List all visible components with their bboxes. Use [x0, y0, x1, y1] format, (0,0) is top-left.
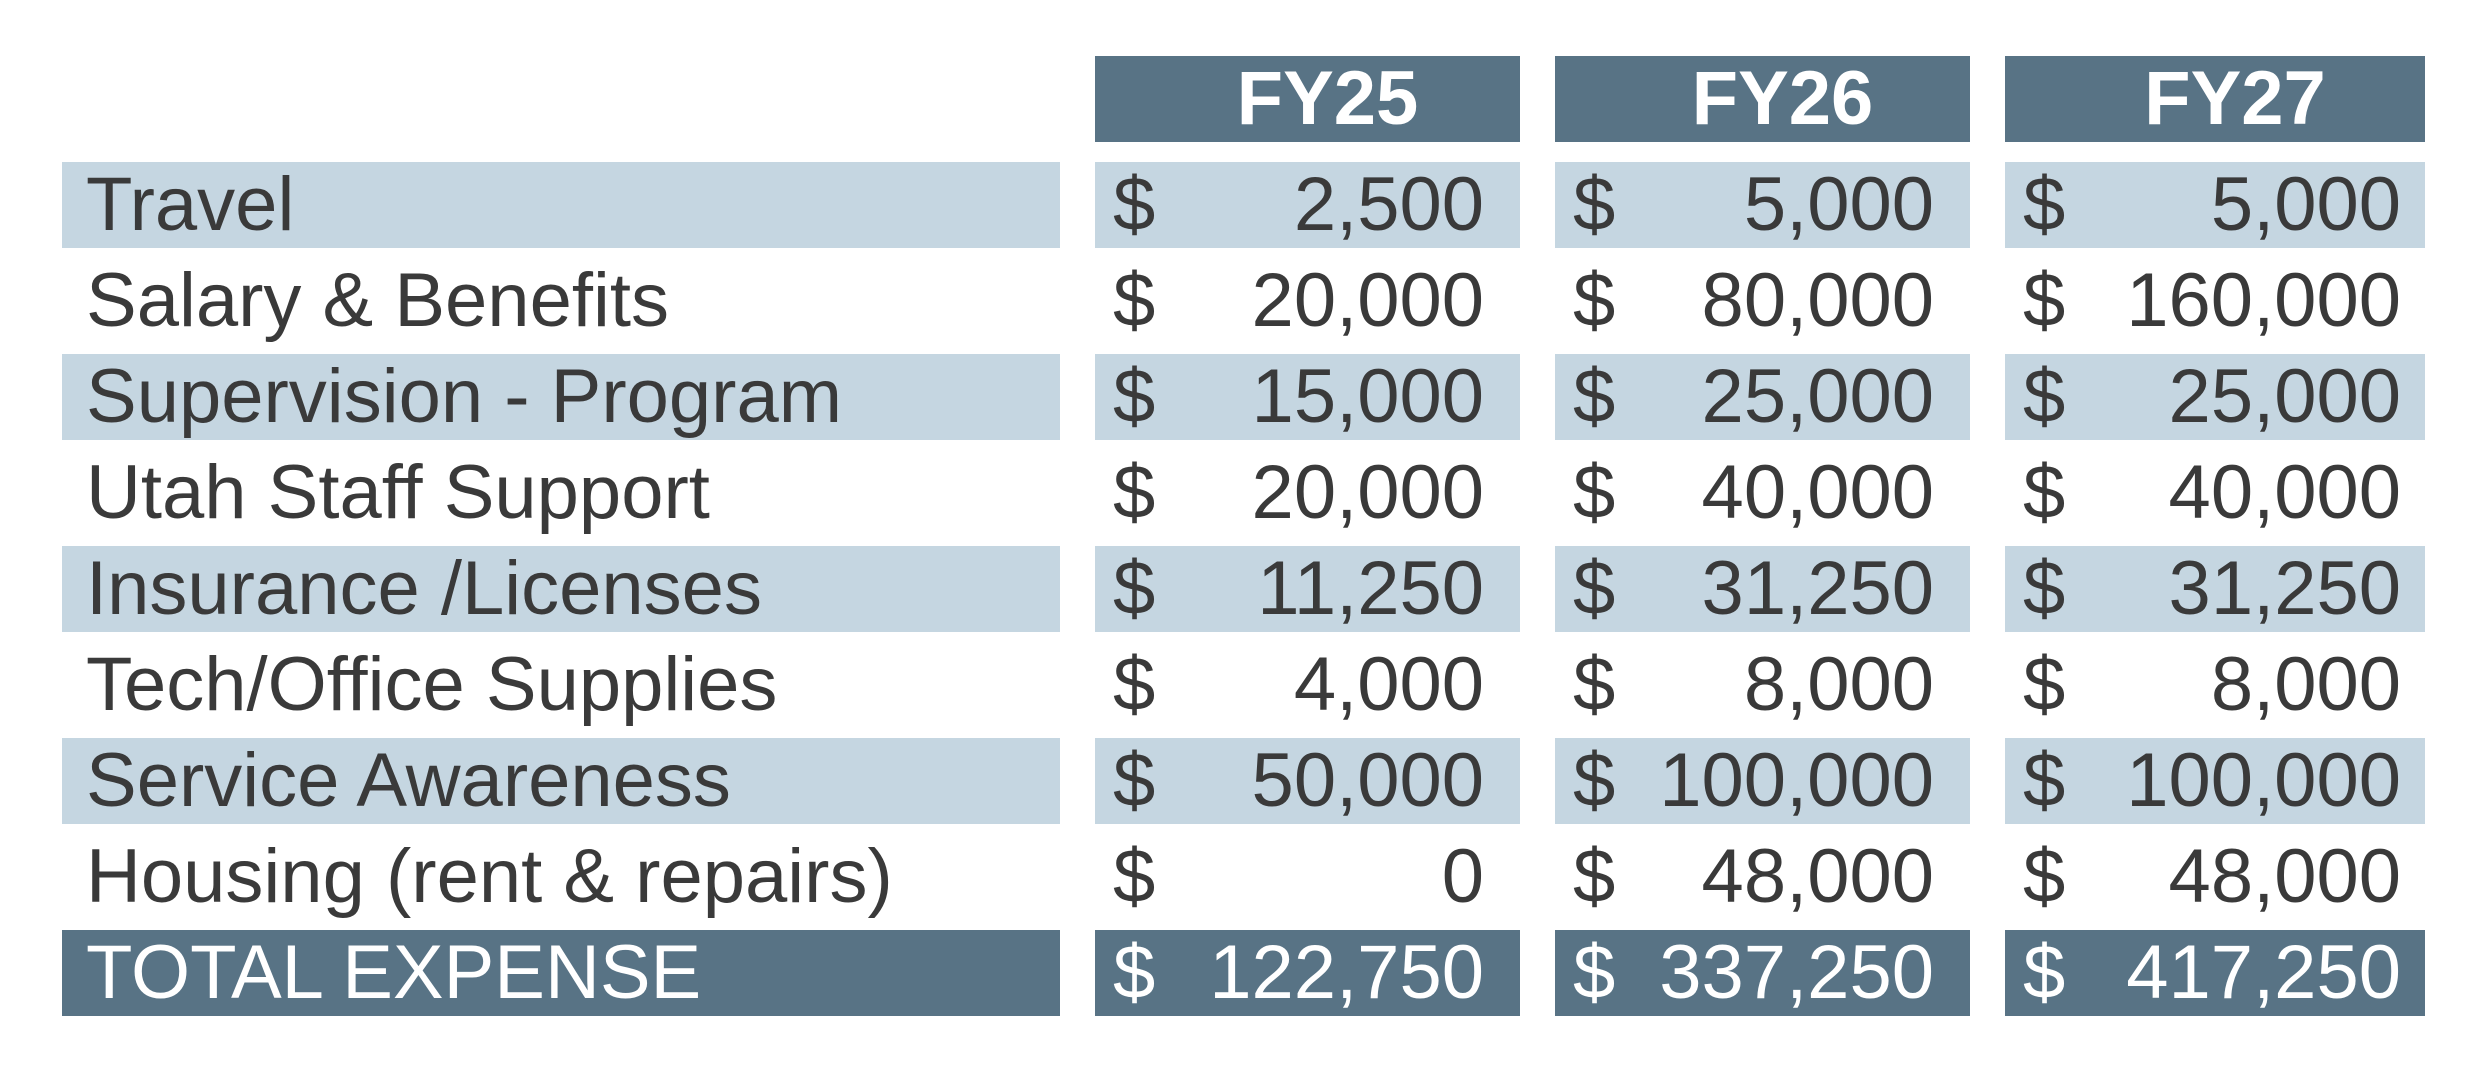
table-row-2-fy27-cell: $160,000	[2005, 258, 2425, 344]
currency-symbol: $	[2023, 162, 2066, 247]
table-row-4-fy25-cell: $20,000	[1095, 450, 1520, 536]
currency-symbol: $	[1573, 258, 1616, 343]
table-row-6-fy27-cell: $8,000	[2005, 642, 2425, 728]
table-row-7-fy25-cell: $50,000	[1095, 738, 1520, 824]
table-row-4-label: Utah Staff Support	[86, 450, 710, 535]
currency-symbol: $	[1113, 546, 1156, 631]
table-row-7-fy26-amount: 100,000	[1659, 738, 1934, 823]
table-row-8-fy25-amount: 0	[1441, 834, 1484, 919]
table-row-7-fy26-cell: $100,000	[1555, 738, 1970, 824]
table-row-1-fy25-amount: 2,500	[1293, 162, 1484, 247]
currency-symbol: $	[1113, 834, 1156, 919]
table-row-8-fy25-cell: $0	[1095, 834, 1520, 920]
table-row-5-fy26-cell: $31,250	[1555, 546, 1970, 632]
table-row-6-label: Tech/Office Supplies	[86, 642, 778, 727]
table-row-1-fy27-cell: $5,000	[2005, 162, 2425, 248]
total-row-fy25-cell: $122,750	[1095, 930, 1520, 1016]
currency-symbol: $	[1113, 450, 1156, 535]
table-row-3-fy25-amount: 15,000	[1251, 354, 1484, 439]
table-row-5-fy27-cell: $31,250	[2005, 546, 2425, 632]
currency-symbol: $	[2023, 834, 2066, 919]
table-row-4-fy27-cell: $40,000	[2005, 450, 2425, 536]
currency-symbol: $	[1573, 738, 1616, 823]
table-row-3-label: Supervision - Program	[62, 354, 1060, 440]
table-row-7-fy25-amount: 50,000	[1251, 738, 1484, 823]
table-row-5-fy26-amount: 31,250	[1701, 546, 1934, 631]
table-row-2-fy26-amount: 80,000	[1701, 258, 1934, 343]
currency-symbol: $	[1573, 930, 1616, 1015]
currency-symbol: $	[1573, 450, 1616, 535]
table-row-3-fy26-amount: 25,000	[1701, 354, 1934, 439]
currency-symbol: $	[1113, 738, 1156, 823]
table-row-4-fy25-amount: 20,000	[1251, 450, 1484, 535]
table-row-2-fy27-amount: 160,000	[2126, 258, 2401, 343]
currency-symbol: $	[2023, 930, 2066, 1015]
table-row-2-fy26-cell: $80,000	[1555, 258, 1970, 344]
table-row-8-fy26-amount: 48,000	[1701, 834, 1934, 919]
table-row-6-fy26-cell: $8,000	[1555, 642, 1970, 728]
table-row-1-fy25-cell: $2,500	[1095, 162, 1520, 248]
table-row-6-fy25-cell: $4,000	[1095, 642, 1520, 728]
table-row-5-fy25-amount: 11,250	[1257, 546, 1484, 631]
table-row-2-fy25-cell: $20,000	[1095, 258, 1520, 344]
currency-symbol: $	[1573, 354, 1616, 439]
table-row-1-fy27-amount: 5,000	[2210, 162, 2401, 247]
currency-symbol: $	[2023, 642, 2066, 727]
column-header-fy26: FY26	[1555, 56, 1970, 142]
currency-symbol: $	[2023, 258, 2066, 343]
total-row-fy25-amount: 122,750	[1209, 930, 1484, 1015]
total-row-fy26-amount: 337,250	[1659, 930, 1934, 1015]
table-row-1-label: Travel	[62, 162, 1060, 248]
table-row-3-fy25-cell: $15,000	[1095, 354, 1520, 440]
table-row-3-fy27-cell: $25,000	[2005, 354, 2425, 440]
total-row-fy27-cell: $417,250	[2005, 930, 2425, 1016]
currency-symbol: $	[1573, 162, 1616, 247]
table-row-5-fy25-cell: $11,250	[1095, 546, 1520, 632]
table-row-5-fy27-amount: 31,250	[2168, 546, 2401, 631]
currency-symbol: $	[1113, 642, 1156, 727]
currency-symbol: $	[1113, 354, 1156, 439]
currency-symbol: $	[2023, 546, 2066, 631]
currency-symbol: $	[1113, 162, 1156, 247]
table-row-7-label: Service Awareness	[62, 738, 1060, 824]
total-row-label: TOTAL EXPENSE	[62, 930, 1060, 1016]
table-row-6-fy25-amount: 4,000	[1293, 642, 1484, 727]
total-row-fy26-cell: $337,250	[1555, 930, 1970, 1016]
table-row-8-fy26-cell: $48,000	[1555, 834, 1970, 920]
currency-symbol: $	[2023, 354, 2066, 439]
currency-symbol: $	[1573, 834, 1616, 919]
table-row-2-fy25-amount: 20,000	[1251, 258, 1484, 343]
currency-symbol: $	[2023, 738, 2066, 823]
table-row-3-fy27-amount: 25,000	[2168, 354, 2401, 439]
table-row-3-fy26-cell: $25,000	[1555, 354, 1970, 440]
table-row-8-fy27-amount: 48,000	[2168, 834, 2401, 919]
table-row-6-fy27-amount: 8,000	[2210, 642, 2401, 727]
table-row-1-fy26-cell: $5,000	[1555, 162, 1970, 248]
table-row-4-fy26-cell: $40,000	[1555, 450, 1970, 536]
table-row-6-fy26-amount: 8,000	[1743, 642, 1934, 727]
table-row-5-label: Insurance /Licenses	[62, 546, 1060, 632]
table-row-4-fy27-amount: 40,000	[2168, 450, 2401, 535]
table-row-4-fy26-amount: 40,000	[1701, 450, 1934, 535]
table-row-7-fy27-amount: 100,000	[2126, 738, 2401, 823]
total-row-fy27-amount: 417,250	[2126, 930, 2401, 1015]
table-row-8-label: Housing (rent & repairs)	[86, 834, 893, 919]
table-row-7-fy27-cell: $100,000	[2005, 738, 2425, 824]
table-row-1-fy26-amount: 5,000	[1743, 162, 1934, 247]
currency-symbol: $	[1113, 258, 1156, 343]
currency-symbol: $	[2023, 450, 2066, 535]
currency-symbol: $	[1573, 546, 1616, 631]
currency-symbol: $	[1573, 642, 1616, 727]
column-header-fy27: FY27	[2005, 56, 2425, 142]
table-row-2-label: Salary & Benefits	[86, 258, 669, 343]
table-row-8-fy27-cell: $48,000	[2005, 834, 2425, 920]
currency-symbol: $	[1113, 930, 1156, 1015]
column-header-fy25: FY25	[1095, 56, 1520, 142]
